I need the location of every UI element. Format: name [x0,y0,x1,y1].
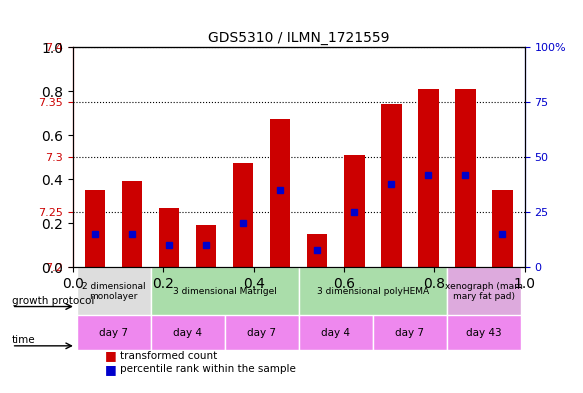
Text: day 7: day 7 [247,328,276,338]
Title: GDS5310 / ILMN_1721559: GDS5310 / ILMN_1721559 [208,31,389,45]
FancyBboxPatch shape [76,315,150,350]
Bar [344,155,364,267]
Text: day 7: day 7 [395,328,424,338]
Bar [418,89,438,267]
Bar [233,163,254,267]
FancyBboxPatch shape [150,315,224,350]
Bar [455,89,476,267]
FancyBboxPatch shape [447,315,521,350]
Text: day 4: day 4 [321,328,350,338]
FancyBboxPatch shape [299,315,373,350]
Text: 3 dimensional polyHEMA: 3 dimensional polyHEMA [317,287,429,296]
FancyBboxPatch shape [224,315,299,350]
Text: day 43: day 43 [466,328,502,338]
Bar [122,182,142,267]
Bar [270,119,290,267]
Text: percentile rank within the sample: percentile rank within the sample [120,364,296,375]
Text: time: time [12,335,36,345]
Text: day 7: day 7 [99,328,128,338]
FancyBboxPatch shape [150,267,299,315]
Bar [492,190,512,267]
Bar [159,208,180,267]
Bar [307,234,328,267]
Text: 2 dimensional
monolayer: 2 dimensional monolayer [82,282,145,301]
Text: growth protocol: growth protocol [12,296,94,306]
Text: xenograph (mam
mary fat pad): xenograph (mam mary fat pad) [445,282,523,301]
FancyBboxPatch shape [447,267,521,315]
Text: ■: ■ [105,363,117,376]
Text: transformed count: transformed count [120,351,217,361]
Text: 3 dimensional Matrigel: 3 dimensional Matrigel [173,287,277,296]
FancyBboxPatch shape [373,315,447,350]
Bar [381,105,402,267]
FancyBboxPatch shape [76,267,150,315]
Text: day 4: day 4 [173,328,202,338]
Bar [85,190,106,267]
FancyBboxPatch shape [299,267,447,315]
Bar [196,226,216,267]
Text: ■: ■ [105,349,117,362]
